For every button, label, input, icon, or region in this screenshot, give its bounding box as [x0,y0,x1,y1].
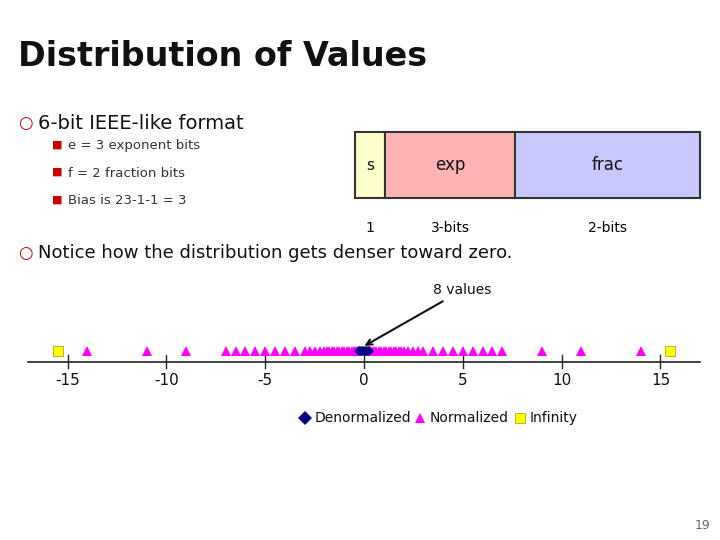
Text: Notice how the distribution gets denser toward zero.: Notice how the distribution gets denser … [38,244,513,262]
Text: Distribution of Values: Distribution of Values [18,40,427,73]
Text: Normalized: Normalized [430,410,509,424]
Text: 2-bits: 2-bits [588,221,627,235]
Text: 10: 10 [552,373,571,388]
Text: 0: 0 [359,373,369,388]
Text: Infinity: Infinity [530,410,577,424]
Text: ○: ○ [18,114,32,132]
Text: Bias is 23-1-1 = 3: Bias is 23-1-1 = 3 [68,194,186,207]
Text: 15: 15 [651,373,670,388]
Text: -15: -15 [55,373,80,388]
Bar [385,132,515,198]
Bar [515,132,700,198]
Text: frac: frac [592,156,624,174]
Text: 5: 5 [458,373,467,388]
Text: Carnegie Mellon: Carnegie Mellon [615,4,716,15]
Text: Denormalized: Denormalized [315,410,411,424]
Bar [355,132,385,198]
Text: 8 values: 8 values [366,283,492,345]
Text: ■: ■ [52,194,63,204]
Text: ■: ■ [52,167,63,177]
Text: -5: -5 [258,373,273,388]
Text: 1: 1 [366,221,374,235]
Text: exp: exp [435,156,465,174]
Text: f = 2 fraction bits: f = 2 fraction bits [68,167,185,180]
Text: s: s [366,158,374,173]
Text: 6-bit IEEE-like format: 6-bit IEEE-like format [38,114,243,133]
Text: 3-bits: 3-bits [431,221,469,235]
Text: -10: -10 [154,373,179,388]
Text: e = 3 exponent bits: e = 3 exponent bits [68,139,200,152]
Text: ■: ■ [52,139,63,149]
Text: ○: ○ [18,244,32,262]
Text: 19: 19 [694,519,710,532]
